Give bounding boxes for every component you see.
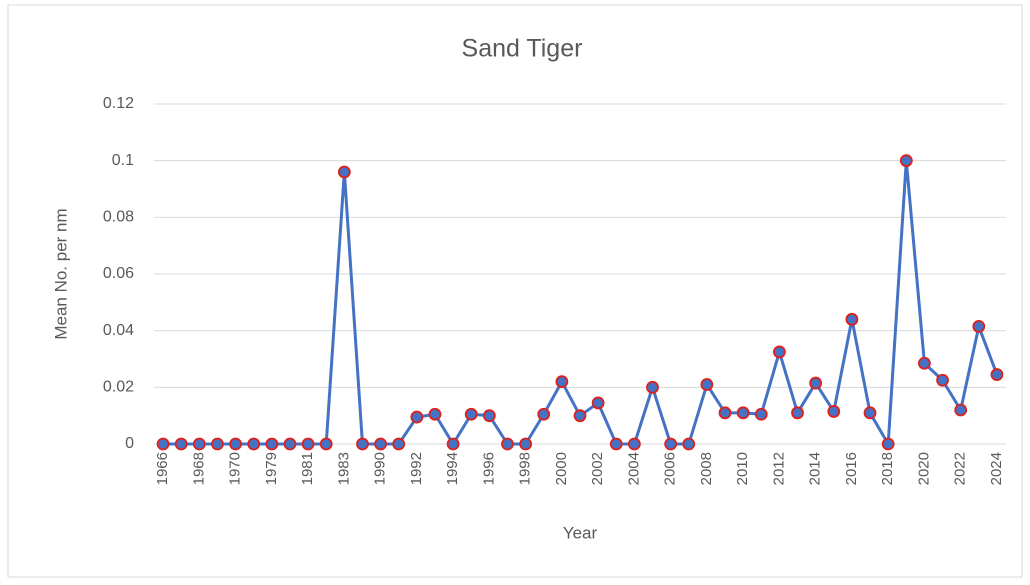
y-tick-label: 0.02: [103, 379, 134, 396]
data-point: [863, 406, 877, 420]
data-point: [664, 437, 678, 451]
data-point: [646, 380, 659, 394]
data-point: [555, 375, 569, 389]
x-tick-label: 1979: [263, 452, 280, 485]
y-tick-label: 0.1: [112, 152, 134, 169]
x-tick-label: 2012: [770, 452, 787, 485]
x-tick-label: 1966: [154, 452, 171, 485]
data-point: [392, 437, 406, 451]
x-tick-label: 2024: [988, 452, 1005, 485]
data-point: [591, 396, 605, 410]
data-point: [700, 378, 714, 391]
x-tick-label: 1998: [517, 452, 534, 485]
y-axis-label: Mean No. per nm: [51, 208, 70, 339]
x-tick-label: 2002: [589, 452, 606, 485]
data-point: [356, 437, 369, 451]
x-tick-label: 1994: [444, 452, 461, 485]
data-point: [573, 409, 587, 423]
x-tick-label: 2010: [734, 452, 751, 485]
data-point: [791, 406, 804, 420]
data-point: [936, 373, 949, 387]
data-point: [265, 437, 279, 451]
data-point: [718, 406, 732, 420]
chart-frame: [7, 4, 1023, 578]
data-point: [519, 437, 533, 451]
data-point: [845, 312, 859, 326]
data-point: [283, 437, 297, 451]
x-tick-label: 2008: [698, 452, 715, 485]
data-point: [773, 345, 786, 359]
x-tick-label: 2006: [662, 452, 679, 485]
data-point: [736, 406, 750, 420]
x-tick-label: 2004: [625, 452, 642, 485]
data-point: [428, 407, 442, 421]
data-point: [881, 437, 895, 451]
data-point: [954, 403, 968, 417]
data-point: [501, 437, 514, 451]
data-point: [899, 154, 913, 168]
data-point: [627, 437, 641, 451]
data-point: [410, 410, 424, 424]
data-point: [229, 437, 242, 451]
y-tick-label: 0: [125, 435, 134, 452]
x-axis-label: Year: [563, 523, 598, 542]
y-tick-label: 0.04: [103, 322, 134, 339]
x-tick-label: 2016: [843, 452, 860, 485]
data-point: [990, 368, 1004, 381]
x-tick-label: 2018: [879, 452, 896, 485]
data-point: [918, 356, 931, 370]
data-point: [682, 437, 696, 451]
data-point: [972, 320, 986, 333]
x-tick-label: 1968: [190, 452, 207, 485]
x-tick-label: 1983: [335, 452, 352, 485]
data-point: [156, 437, 170, 451]
data-point: [609, 437, 623, 451]
chart-title: Sand Tiger: [462, 35, 583, 63]
data-point: [192, 437, 206, 451]
x-tick-label: 1990: [372, 452, 389, 485]
x-tick-label: 1996: [480, 452, 497, 485]
data-point: [537, 407, 551, 421]
data-point: [247, 437, 261, 451]
data-point: [301, 437, 315, 451]
data-point: [809, 376, 823, 390]
y-tick-label: 0.12: [103, 95, 134, 112]
data-point: [319, 437, 333, 451]
x-tick-label: 1981: [299, 452, 316, 485]
data-point: [374, 437, 387, 451]
y-tick-label: 0.08: [103, 209, 134, 226]
y-tick-label: 0.06: [103, 265, 134, 282]
x-tick-label: 1970: [227, 452, 244, 485]
x-tick-label: 2022: [952, 452, 969, 485]
data-point: [464, 407, 478, 421]
data-point: [211, 437, 224, 451]
x-tick-label: 1992: [408, 452, 425, 485]
x-tick-label: 2020: [915, 452, 932, 485]
data-point: [754, 407, 768, 421]
data-point: [337, 165, 351, 179]
data-point: [482, 409, 496, 423]
data-point: [827, 405, 841, 418]
x-tick-label: 2000: [553, 452, 570, 485]
data-point: [446, 437, 460, 451]
data-point: [174, 437, 188, 451]
x-tick-label: 2014: [807, 452, 824, 485]
